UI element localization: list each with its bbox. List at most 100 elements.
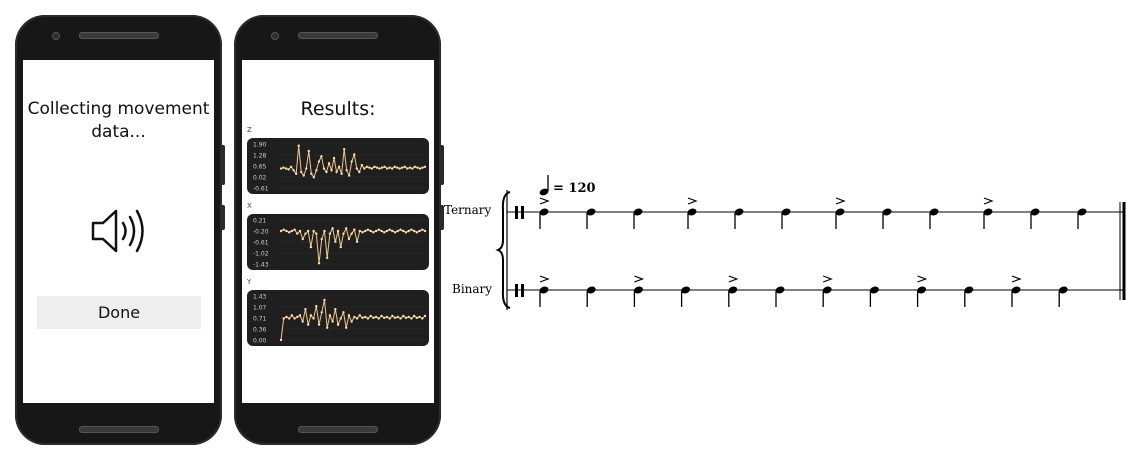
bottom-speaker xyxy=(79,426,159,433)
note-binary xyxy=(680,286,691,307)
chart-point xyxy=(282,166,285,169)
chart-point xyxy=(366,228,370,231)
chart-point xyxy=(306,323,310,326)
chart-tick-label: -1.43 xyxy=(253,262,269,269)
chart-point xyxy=(298,314,302,317)
rhythm-score: = 120 Ternary Binary xyxy=(444,175,1126,310)
chart-point xyxy=(285,229,288,233)
chart-point xyxy=(383,316,386,320)
chart-point xyxy=(358,170,361,174)
chart-point xyxy=(320,311,323,314)
notehead xyxy=(1058,286,1068,294)
chart-svg: 1.43 1.07 0.71 0.36 0.00 xyxy=(253,294,427,345)
chart-point xyxy=(423,165,427,168)
chart-point xyxy=(325,170,328,174)
chart-point xyxy=(393,231,397,234)
chart-point xyxy=(378,167,381,170)
chart-point xyxy=(325,326,329,329)
chart-point xyxy=(353,228,356,231)
chart-point xyxy=(315,232,318,235)
chart-tick-label: 0.65 xyxy=(253,164,267,171)
chart-point xyxy=(399,317,402,320)
chart-point xyxy=(342,311,345,314)
chart-tick-label: 1.90 xyxy=(253,142,267,149)
note-ternary xyxy=(687,197,698,229)
note-ternary xyxy=(539,197,550,229)
chart-point xyxy=(332,156,336,160)
notehead xyxy=(869,286,879,294)
chart-point xyxy=(358,314,361,317)
chart-point xyxy=(293,317,296,320)
notehead xyxy=(775,286,785,294)
chart-point xyxy=(328,232,332,235)
notehead xyxy=(539,286,549,294)
chart-point xyxy=(309,314,313,317)
done-button[interactable]: Done xyxy=(37,296,201,329)
note-binary xyxy=(869,286,879,307)
chart-point xyxy=(336,229,340,233)
chart-point xyxy=(407,229,410,233)
note-ternary xyxy=(586,208,596,229)
results-title: Results: xyxy=(300,98,376,120)
chart-point xyxy=(355,240,359,243)
notehead xyxy=(586,208,596,216)
chart-point xyxy=(336,323,340,326)
chart-point xyxy=(304,232,307,235)
chart-point xyxy=(322,167,326,170)
chart-point xyxy=(325,256,329,260)
chart-point xyxy=(348,174,351,177)
chart-point xyxy=(310,172,313,176)
chart-point xyxy=(368,166,371,169)
chart-point xyxy=(279,167,283,170)
chart-point xyxy=(301,320,304,323)
note-ternary xyxy=(929,208,939,229)
chart-point xyxy=(423,229,427,233)
chart-point xyxy=(408,166,412,169)
chart-point xyxy=(279,338,283,342)
chart-point xyxy=(421,317,424,320)
chart-point xyxy=(335,170,338,174)
chart-point xyxy=(418,167,422,170)
chart-point xyxy=(312,317,315,320)
chart-point xyxy=(300,170,303,174)
chart-point xyxy=(315,169,318,172)
chart-point xyxy=(302,174,305,177)
note-binary xyxy=(964,286,974,307)
note-ternary xyxy=(633,208,643,229)
chart-point xyxy=(418,315,421,319)
volume-button xyxy=(222,145,225,185)
chart-point xyxy=(421,228,424,231)
chart-point xyxy=(365,165,369,168)
chart-point xyxy=(374,229,378,233)
chart-point xyxy=(388,317,391,320)
chart-point xyxy=(411,167,414,170)
chart-point xyxy=(413,165,417,168)
accent-mark xyxy=(835,197,846,205)
chart-point xyxy=(287,231,291,234)
chart-tick-label: 0.71 xyxy=(253,316,267,323)
notehead xyxy=(681,286,691,294)
accent-mark xyxy=(1011,275,1022,283)
chart-point xyxy=(328,314,332,317)
chart-point xyxy=(287,168,290,171)
chart-point xyxy=(407,315,410,319)
chart-point xyxy=(388,228,391,231)
earpiece-speaker xyxy=(298,32,378,39)
chart-point xyxy=(377,228,381,231)
percussion-clef-binary xyxy=(515,284,524,297)
chart-point xyxy=(294,172,298,176)
chart-point xyxy=(347,237,351,241)
chart-point xyxy=(366,317,370,320)
notehead xyxy=(929,208,939,216)
bottom-speaker xyxy=(298,426,378,433)
chart-point xyxy=(296,232,299,235)
chart-point xyxy=(399,228,402,231)
note-binary xyxy=(916,275,928,307)
status-line-1: Collecting movement xyxy=(27,99,210,119)
phone-results: Results: Z 1.90 1.28 0.65 0.02 -0.61 X 0.21 -… xyxy=(234,15,444,445)
chart-y: 1.43 1.07 0.71 0.36 0.00 xyxy=(247,290,429,346)
chart-point xyxy=(391,229,394,233)
chart-point xyxy=(373,165,376,168)
chart-point xyxy=(390,167,394,170)
chart-point xyxy=(380,166,384,169)
